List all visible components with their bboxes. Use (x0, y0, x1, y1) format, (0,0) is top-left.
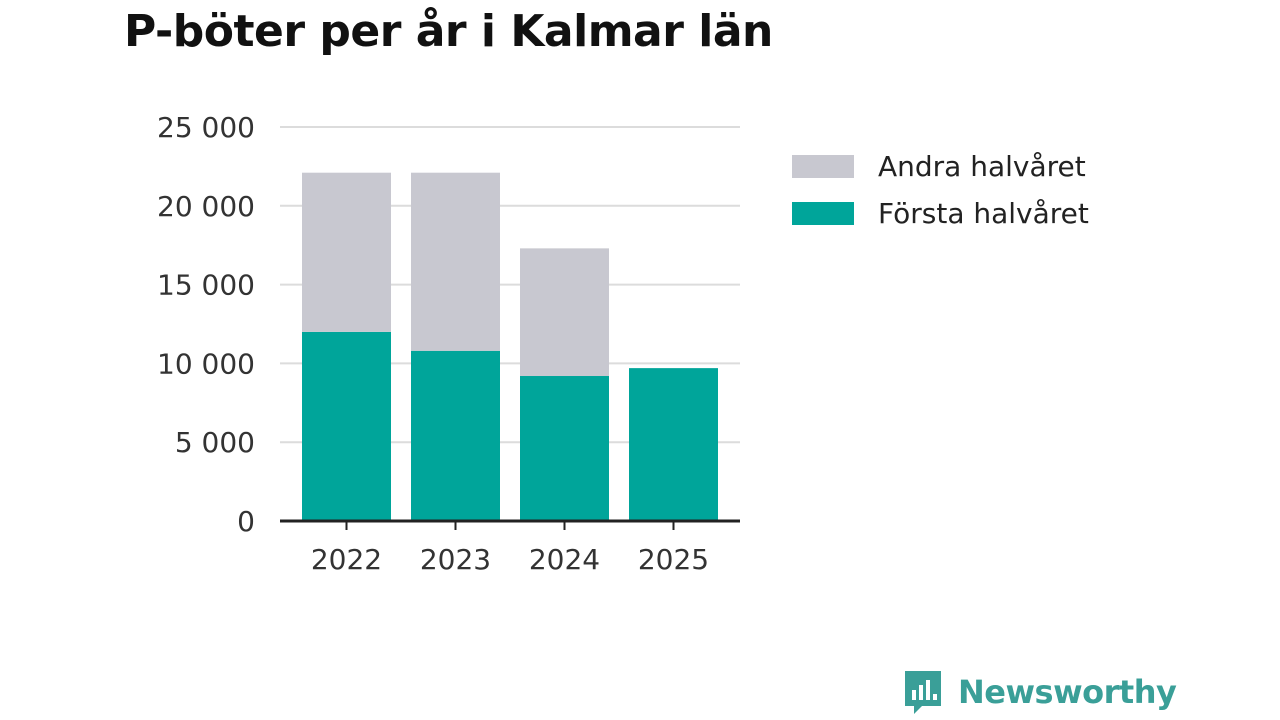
x-tick-label: 2023 (420, 543, 491, 576)
bar-2024-andra-halvåret (520, 248, 609, 377)
legend: Andra halvåret Första halvåret (792, 150, 1089, 230)
y-tick-label: 20 000 (157, 190, 255, 223)
legend-swatch (792, 202, 854, 225)
bar-2022-första-halvåret (302, 331, 391, 521)
y-tick-label: 5 000 (175, 426, 255, 459)
legend-label: Andra halvåret (878, 150, 1086, 183)
legend-swatch (792, 155, 854, 178)
brand-logo: Newsworthy (902, 668, 1177, 716)
bar-2022-andra-halvåret (302, 172, 391, 332)
bar-2024-första-halvåret (520, 376, 609, 521)
y-tick-label: 15 000 (157, 269, 255, 302)
x-axis (280, 519, 740, 530)
bar-2023-första-halvåret (411, 350, 500, 521)
bar-2025-första-halvåret (629, 368, 718, 521)
x-axis-tick-labels: 2022 2023 2024 2025 (311, 543, 709, 576)
brand-name: Newsworthy (958, 673, 1177, 711)
legend-label: Första halvåret (878, 197, 1089, 230)
y-tick-label: 25 000 (157, 111, 255, 144)
newsworthy-logo-icon (905, 671, 941, 714)
bar-2023-andra-halvåret (411, 172, 500, 351)
x-tick-label: 2022 (311, 543, 382, 576)
x-tick-label: 2024 (529, 543, 600, 576)
y-tick-label: 10 000 (157, 347, 255, 380)
chart-title: P-böter per år i Kalmar län (124, 6, 773, 57)
y-tick-label: 0 (237, 505, 255, 538)
y-axis-tick-labels: 0 5 000 10 000 15 000 20 000 25 000 (157, 111, 255, 538)
bars (302, 172, 718, 521)
x-tick-label: 2025 (638, 543, 709, 576)
